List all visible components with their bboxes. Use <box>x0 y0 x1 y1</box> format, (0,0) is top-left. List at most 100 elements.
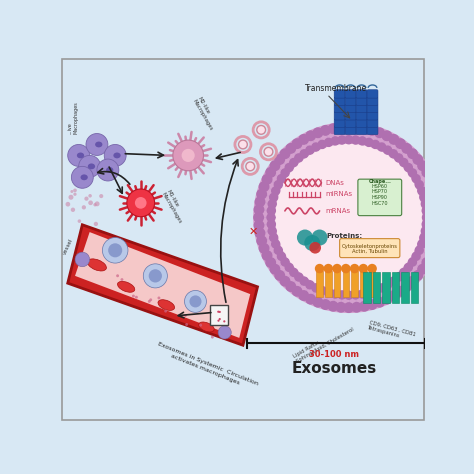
Circle shape <box>68 195 73 200</box>
Circle shape <box>270 193 278 201</box>
Text: Chape...: Chape... <box>368 179 391 184</box>
Circle shape <box>324 264 333 273</box>
Circle shape <box>219 311 221 313</box>
Ellipse shape <box>199 322 214 332</box>
Circle shape <box>400 158 408 166</box>
Circle shape <box>295 154 303 162</box>
Bar <box>351 272 358 297</box>
Circle shape <box>434 213 444 222</box>
Circle shape <box>402 144 411 153</box>
Circle shape <box>270 161 280 171</box>
Circle shape <box>255 228 265 238</box>
Circle shape <box>218 326 231 339</box>
Circle shape <box>223 320 226 322</box>
Circle shape <box>338 136 346 144</box>
Circle shape <box>409 258 417 266</box>
Circle shape <box>360 124 369 134</box>
Circle shape <box>84 197 89 201</box>
FancyBboxPatch shape <box>356 111 367 120</box>
Circle shape <box>352 136 360 144</box>
Circle shape <box>72 166 93 188</box>
Circle shape <box>408 149 417 158</box>
Circle shape <box>281 258 289 266</box>
Circle shape <box>378 143 386 151</box>
Circle shape <box>375 298 384 307</box>
Bar <box>411 272 418 303</box>
Circle shape <box>358 290 366 298</box>
Circle shape <box>306 281 314 289</box>
Text: Lipid Rafts:
Sphingolipid, Cholesterol: Lipid Rafts: Sphingolipid, Cholesterol <box>292 321 355 364</box>
Bar <box>383 272 390 303</box>
Circle shape <box>418 187 426 195</box>
Circle shape <box>328 301 338 311</box>
Circle shape <box>300 150 308 158</box>
FancyBboxPatch shape <box>334 90 345 98</box>
Circle shape <box>404 264 412 272</box>
Circle shape <box>259 244 269 253</box>
Circle shape <box>68 145 90 166</box>
Circle shape <box>97 159 119 181</box>
Circle shape <box>422 258 432 267</box>
Circle shape <box>313 298 323 307</box>
Circle shape <box>266 168 275 177</box>
Circle shape <box>257 236 266 246</box>
Text: CD9, CD63 , CD81
Tetraspanins: CD9, CD63 , CD81 Tetraspanins <box>367 319 416 342</box>
Circle shape <box>413 155 423 164</box>
Circle shape <box>306 131 315 140</box>
Bar <box>316 272 323 297</box>
Text: HSP70: HSP70 <box>372 190 388 194</box>
FancyBboxPatch shape <box>367 90 378 98</box>
Circle shape <box>412 252 420 260</box>
Ellipse shape <box>87 259 107 271</box>
Circle shape <box>280 149 290 158</box>
Circle shape <box>270 264 280 274</box>
Circle shape <box>297 229 313 246</box>
FancyBboxPatch shape <box>367 119 378 128</box>
Circle shape <box>272 187 280 195</box>
Circle shape <box>400 268 408 276</box>
Circle shape <box>395 154 403 162</box>
Circle shape <box>190 295 201 308</box>
Circle shape <box>120 278 123 281</box>
Circle shape <box>396 139 405 148</box>
FancyBboxPatch shape <box>345 111 356 120</box>
Circle shape <box>331 137 339 145</box>
Circle shape <box>429 244 438 253</box>
Circle shape <box>352 123 361 132</box>
Bar <box>364 272 371 303</box>
Circle shape <box>431 190 441 199</box>
FancyBboxPatch shape <box>334 97 345 105</box>
FancyBboxPatch shape <box>356 104 367 113</box>
Circle shape <box>382 131 392 140</box>
FancyBboxPatch shape <box>334 119 345 128</box>
Circle shape <box>418 264 428 274</box>
Circle shape <box>328 124 338 134</box>
Circle shape <box>295 273 303 281</box>
FancyBboxPatch shape <box>367 104 378 113</box>
Circle shape <box>325 138 333 146</box>
Polygon shape <box>68 225 257 345</box>
Circle shape <box>352 302 361 312</box>
Circle shape <box>383 281 392 289</box>
Circle shape <box>300 277 308 285</box>
Circle shape <box>73 189 77 192</box>
Text: M2-like
Macrophages: M2-like Macrophages <box>192 96 219 132</box>
Circle shape <box>259 182 269 191</box>
Circle shape <box>290 268 298 276</box>
Circle shape <box>285 264 293 272</box>
Circle shape <box>266 258 275 267</box>
Circle shape <box>267 213 275 221</box>
Circle shape <box>82 205 86 210</box>
Text: ✕: ✕ <box>248 227 258 237</box>
Circle shape <box>255 197 265 207</box>
Text: HSC70: HSC70 <box>372 201 388 206</box>
Circle shape <box>336 123 346 132</box>
Circle shape <box>149 269 162 283</box>
Circle shape <box>413 271 423 280</box>
Circle shape <box>306 146 314 154</box>
Circle shape <box>365 138 373 146</box>
Circle shape <box>315 264 324 273</box>
Circle shape <box>345 291 353 299</box>
FancyBboxPatch shape <box>334 104 345 113</box>
Circle shape <box>431 236 441 246</box>
